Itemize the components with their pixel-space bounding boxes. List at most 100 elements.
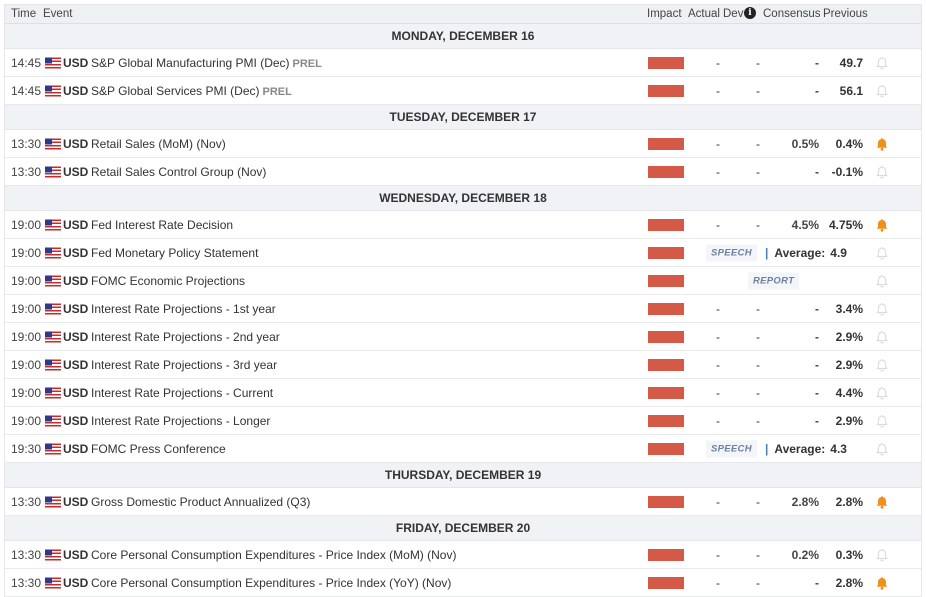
- bell-icon[interactable]: [875, 274, 889, 288]
- separator: |: [765, 441, 769, 456]
- average-value: | Average: 4.9: [765, 246, 847, 260]
- deviation-value: -: [756, 357, 760, 372]
- event-name[interactable]: Interest Rate Projections - Longer: [91, 414, 270, 428]
- event-title[interactable]: Gross Domestic Product Annualized (Q3): [91, 494, 311, 509]
- currency: USD: [63, 547, 89, 562]
- consensus-value: -: [815, 301, 819, 316]
- event-name[interactable]: Interest Rate Projections - Current: [91, 386, 273, 400]
- col-actual[interactable]: Actual: [688, 8, 720, 20]
- bell-icon[interactable]: [875, 386, 889, 400]
- deviation-value: -: [756, 55, 760, 70]
- event-name[interactable]: Core Personal Consumption Expenditures -…: [91, 576, 451, 590]
- event-title[interactable]: Core Personal Consumption Expenditures -…: [91, 547, 457, 562]
- event-title[interactable]: Interest Rate Projections - Current: [91, 385, 274, 400]
- event-title[interactable]: Fed Monetary Policy Statement: [91, 245, 259, 260]
- bell-icon[interactable]: [875, 414, 889, 428]
- event-title[interactable]: Retail Sales Control Group (Nov): [91, 164, 267, 179]
- event-title[interactable]: FOMC Press Conference: [91, 441, 226, 456]
- event-name[interactable]: FOMC Economic Projections: [91, 274, 245, 288]
- event-name[interactable]: Core Personal Consumption Expenditures -…: [91, 548, 456, 562]
- table-row[interactable]: 19:00 USD Fed Monetary Policy Statement SPE…: [5, 239, 921, 267]
- col-event[interactable]: Event: [43, 8, 73, 20]
- table-row[interactable]: 13:30 USD Core Personal Consumption Expend…: [5, 569, 921, 597]
- deviation-value: -: [756, 83, 760, 98]
- actual-value: -: [716, 385, 720, 400]
- day-header: THURSDAY, DECEMBER 19: [5, 463, 921, 488]
- bell-icon[interactable]: [875, 302, 889, 316]
- event-name[interactable]: Fed Monetary Policy Statement: [91, 246, 258, 260]
- bell-icon[interactable]: [875, 576, 889, 590]
- bell-icon[interactable]: [875, 358, 889, 372]
- col-time[interactable]: Time: [11, 8, 37, 20]
- event-title[interactable]: S&P Global Services PMI (Dec): [91, 83, 260, 98]
- event-title[interactable]: Interest Rate Projections - 2nd year: [91, 329, 280, 344]
- event-name[interactable]: Interest Rate Projections - 1st year: [91, 302, 276, 316]
- event-title[interactable]: Interest Rate Projections - Longer: [91, 413, 271, 428]
- event-name[interactable]: Interest Rate Projections - 3rd year: [91, 358, 277, 372]
- table-row[interactable]: 19:00 USD Fed Interest Rate Decision - - 4.5%…: [5, 211, 921, 239]
- event-name[interactable]: S&P Global Services PMI (Dec) PREL: [91, 84, 292, 98]
- previous-value: 2.9%: [835, 329, 863, 344]
- col-impact[interactable]: Impact: [647, 8, 682, 20]
- consensus-value: -: [815, 357, 819, 372]
- average-label: Average:: [774, 441, 826, 456]
- preliminary-badge: PREL: [292, 57, 322, 70]
- col-previous[interactable]: Previous: [823, 8, 868, 20]
- col-consensus[interactable]: Consensus: [763, 8, 821, 20]
- impact-bar-high: [648, 137, 684, 150]
- bell-icon[interactable]: [875, 246, 889, 260]
- event-time: 19:00: [11, 217, 42, 232]
- event-title[interactable]: Interest Rate Projections - 1st year: [91, 301, 276, 316]
- consensus-value: -: [815, 55, 819, 70]
- event-title[interactable]: Fed Interest Rate Decision: [91, 217, 234, 232]
- table-row[interactable]: 19:00 USD Interest Rate Projections - 2nd …: [5, 323, 921, 351]
- event-name[interactable]: Retail Sales (MoM) (Nov): [91, 137, 226, 151]
- us-flag-icon: [45, 359, 61, 370]
- bell-icon[interactable]: [875, 56, 889, 70]
- bell-icon[interactable]: [875, 165, 889, 179]
- event-title[interactable]: S&P Global Manufacturing PMI (Dec): [91, 55, 290, 70]
- us-flag-icon: [45, 387, 61, 398]
- consensus-value: -: [815, 83, 819, 98]
- table-row[interactable]: 13:30 USD Retail Sales (MoM) (Nov) - - 0.5% 0.…: [5, 130, 921, 158]
- table-row[interactable]: 14:45 USD S&P Global Services PMI (Dec) PRE…: [5, 77, 921, 105]
- event-title[interactable]: Retail Sales (MoM) (Nov): [91, 136, 226, 151]
- table-row[interactable]: 13:30 USD Core Personal Consumption Expend…: [5, 541, 921, 569]
- event-title[interactable]: Core Personal Consumption Expenditures -…: [91, 575, 452, 590]
- bell-icon[interactable]: [875, 495, 889, 509]
- table-row[interactable]: 13:30 USD Gross Domestic Product Annualize…: [5, 488, 921, 516]
- event-title[interactable]: FOMC Economic Projections: [91, 273, 246, 288]
- col-dev[interactable]: Dev: [723, 8, 744, 20]
- event-name[interactable]: Interest Rate Projections - 2nd year: [91, 330, 280, 344]
- us-flag-icon: [45, 247, 61, 258]
- us-flag-icon: [45, 166, 61, 177]
- event-name[interactable]: Gross Domestic Product Annualized (Q3): [91, 495, 310, 509]
- separator: |: [765, 245, 769, 260]
- event-title[interactable]: Interest Rate Projections - 3rd year: [91, 357, 278, 372]
- event-name[interactable]: FOMC Press Conference: [91, 442, 226, 456]
- deviation-value: -: [756, 136, 760, 151]
- impact-bar-high: [648, 246, 684, 259]
- table-row[interactable]: 19:30 USD FOMC Press Conference SPEECH | Aver…: [5, 435, 921, 463]
- table-row[interactable]: 19:00 USD FOMC Economic Projections REPORT: [5, 267, 921, 295]
- bell-icon[interactable]: [875, 330, 889, 344]
- table-row[interactable]: 19:00 USD Interest Rate Projections - Long…: [5, 407, 921, 435]
- bell-icon[interactable]: [875, 84, 889, 98]
- table-row[interactable]: 19:00 USD Interest Rate Projections - 3rd …: [5, 351, 921, 379]
- info-icon[interactable]: i: [744, 7, 756, 19]
- event-name[interactable]: S&P Global Manufacturing PMI (Dec) PREL: [91, 56, 322, 70]
- table-row[interactable]: 19:00 USD Interest Rate Projections - 1st …: [5, 295, 921, 323]
- bell-icon[interactable]: [875, 442, 889, 456]
- average: 4.9: [830, 245, 847, 260]
- bell-icon[interactable]: [875, 137, 889, 151]
- bell-icon[interactable]: [875, 218, 889, 232]
- table-row[interactable]: 14:45 USD S&P Global Manufacturing PMI (De…: [5, 49, 921, 77]
- event-name[interactable]: Fed Interest Rate Decision: [91, 218, 233, 232]
- table-row[interactable]: 13:30 USD Retail Sales Control Group (Nov)…: [5, 158, 921, 186]
- deviation-value: -: [756, 575, 760, 590]
- bell-icon[interactable]: [875, 548, 889, 562]
- event-name[interactable]: Retail Sales Control Group (Nov): [91, 165, 266, 179]
- deviation-value: -: [756, 301, 760, 316]
- table-row[interactable]: 19:00 USD Interest Rate Projections - Curr…: [5, 379, 921, 407]
- us-flag-icon: [45, 549, 61, 560]
